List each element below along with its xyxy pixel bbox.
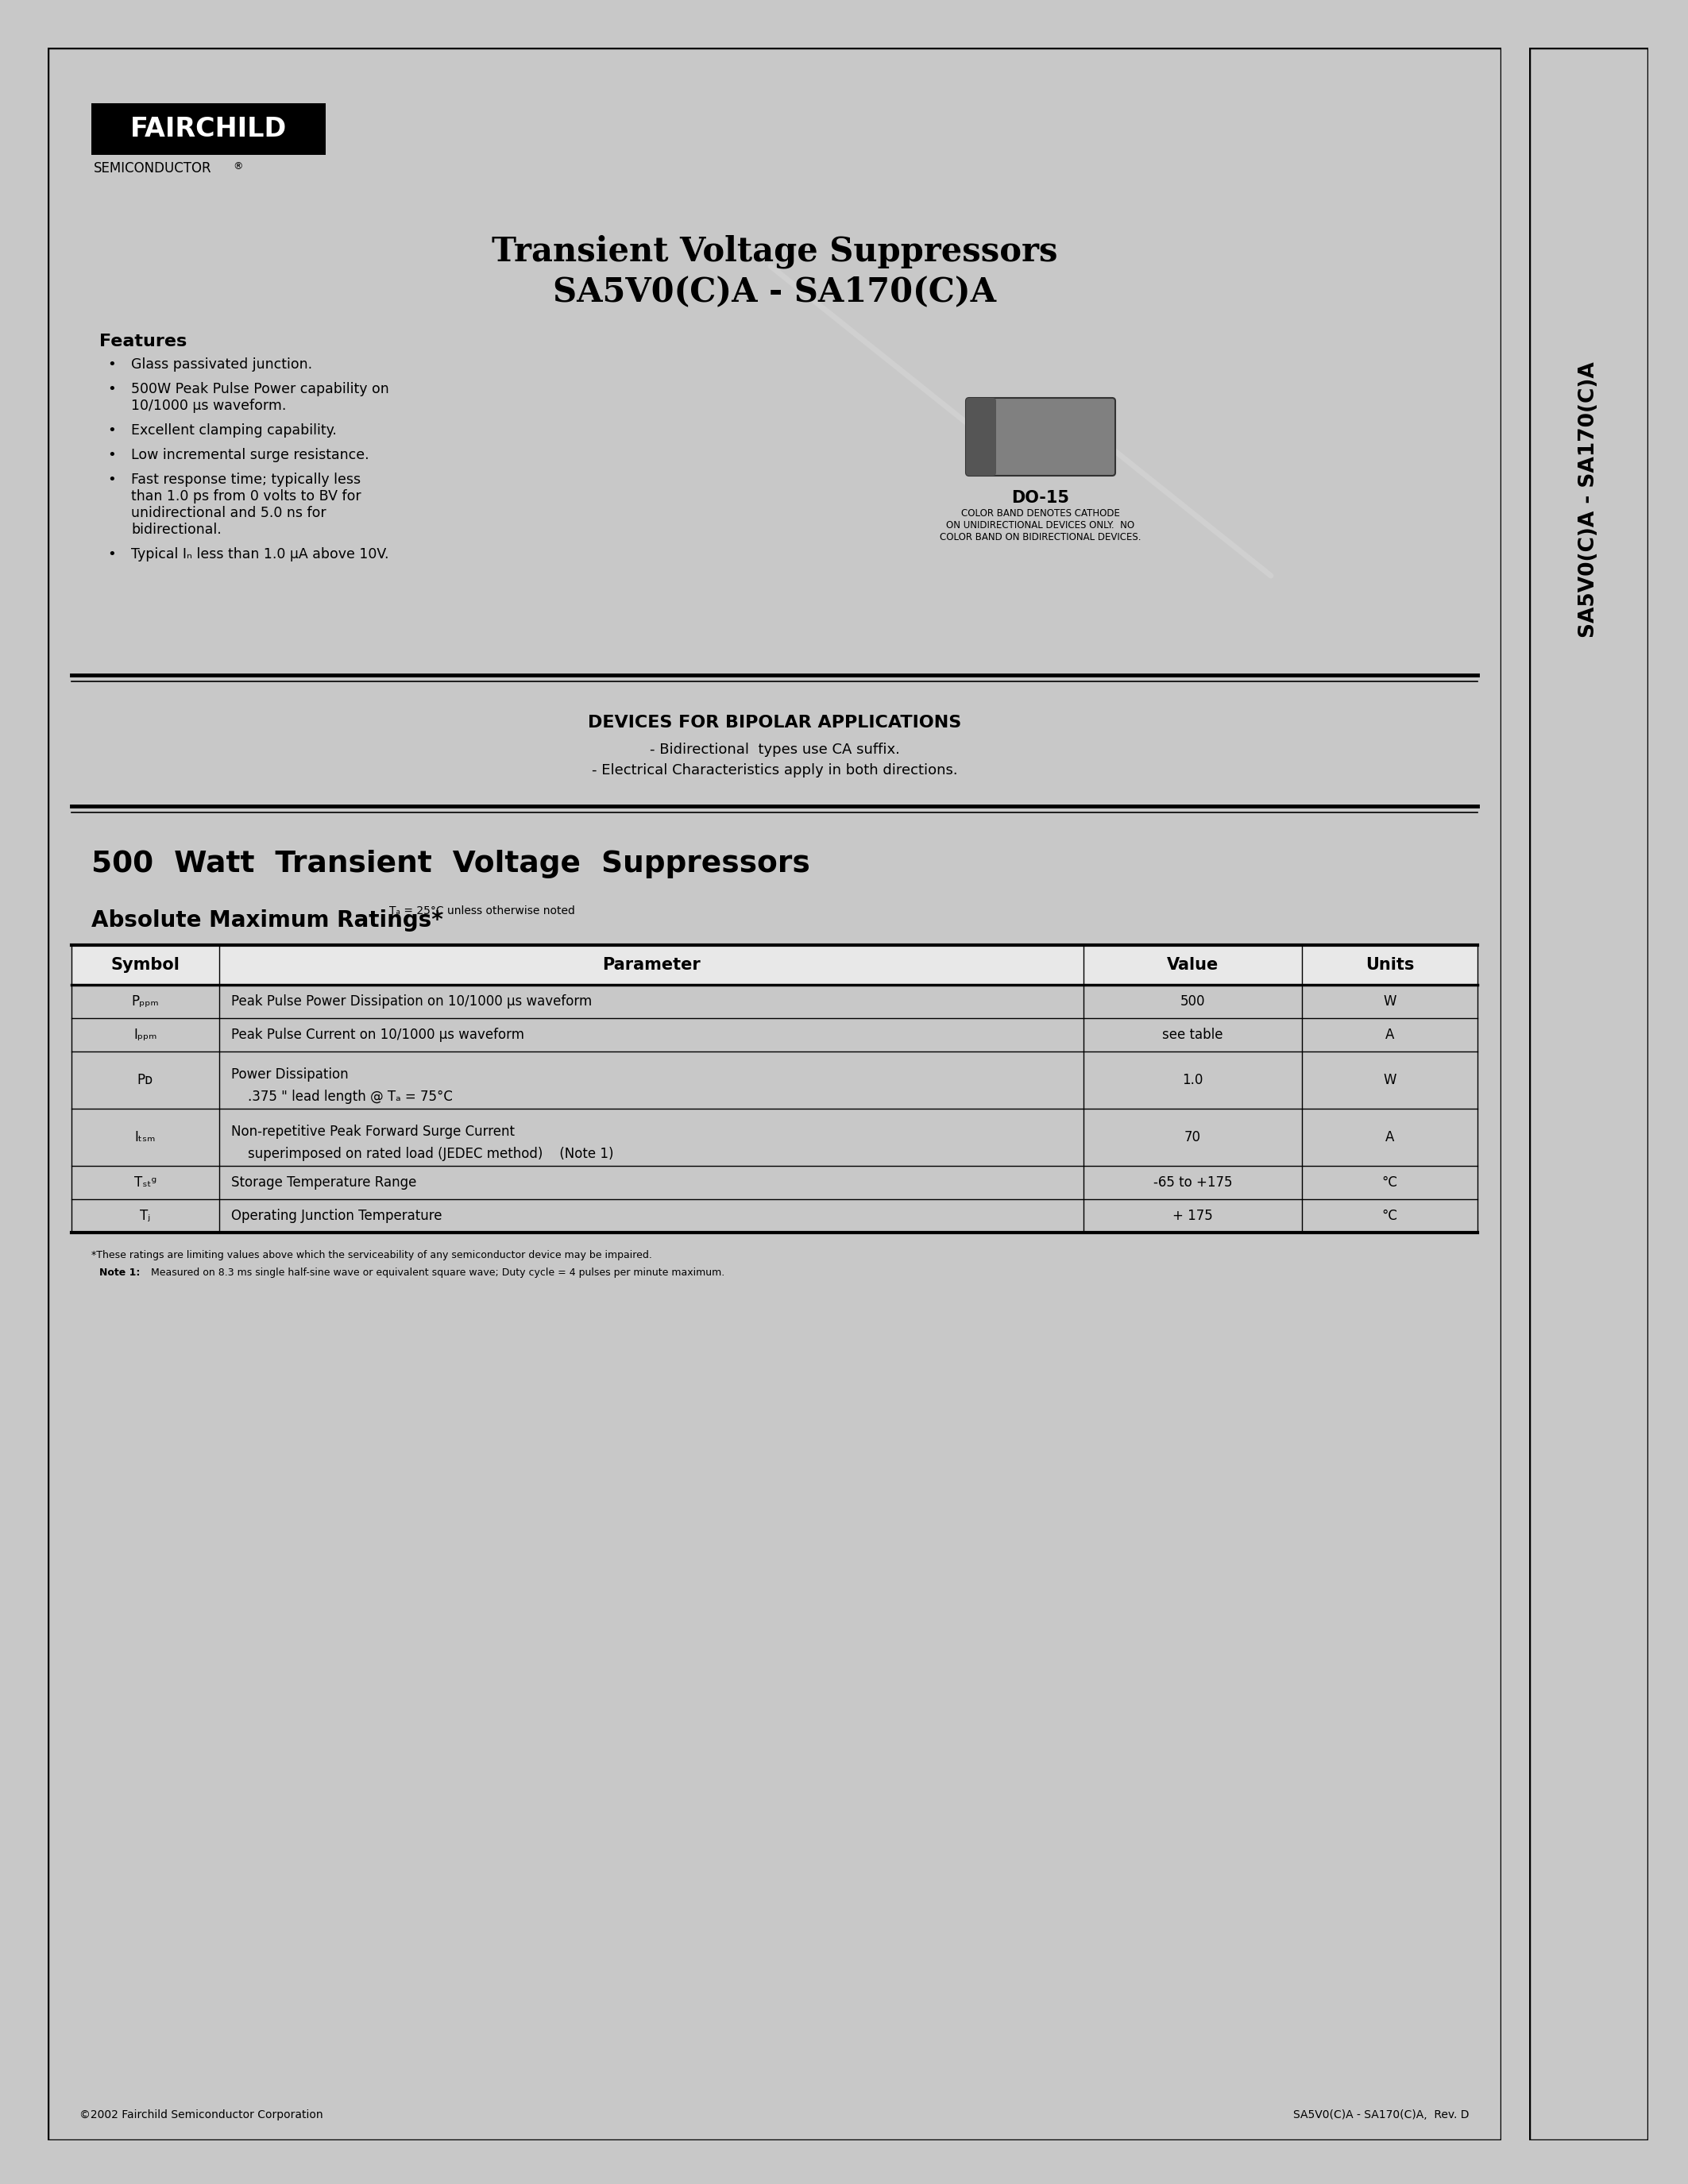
- Text: Tⱼ: Tⱼ: [140, 1208, 150, 1223]
- Text: - Bidirectional  types use CA suffix.: - Bidirectional types use CA suffix.: [650, 743, 900, 758]
- Text: ®: ®: [233, 162, 243, 173]
- Text: Operating Junction Temperature: Operating Junction Temperature: [231, 1208, 442, 1223]
- Text: Value: Value: [1166, 957, 1219, 972]
- Text: ©2002 Fairchild Semiconductor Corporation: ©2002 Fairchild Semiconductor Corporatio…: [79, 2110, 322, 2121]
- Bar: [969, 402, 989, 472]
- Text: SA5V0(C)A - SA170(C)A: SA5V0(C)A - SA170(C)A: [554, 275, 996, 308]
- Text: Low incremental surge resistance.: Low incremental surge resistance.: [132, 448, 370, 463]
- Text: •: •: [108, 472, 116, 487]
- Text: DEVICES FOR BIPOLAR APPLICATIONS: DEVICES FOR BIPOLAR APPLICATIONS: [587, 714, 960, 732]
- Text: •: •: [108, 382, 116, 395]
- Text: Tₛₜᵍ: Tₛₜᵍ: [133, 1175, 157, 1190]
- Text: Fast response time; typically less: Fast response time; typically less: [132, 472, 361, 487]
- Text: Iₚₚₘ: Iₚₚₘ: [133, 1029, 157, 1042]
- Text: Measured on 8.3 ms single half-sine wave or equivalent square wave; Duty cycle =: Measured on 8.3 ms single half-sine wave…: [150, 1267, 724, 1278]
- Text: 500  Watt  Transient  Voltage  Suppressors: 500 Watt Transient Voltage Suppressors: [91, 850, 810, 878]
- Text: Features: Features: [100, 334, 187, 349]
- Text: Non-repetitive Peak Forward Surge Current: Non-repetitive Peak Forward Surge Curren…: [231, 1125, 515, 1138]
- Text: *These ratings are limiting values above which the serviceability of any semicon: *These ratings are limiting values above…: [91, 1249, 652, 1260]
- Text: superimposed on rated load (JEDEC method)    (Note 1): superimposed on rated load (JEDEC method…: [231, 1147, 613, 1162]
- Text: 70: 70: [1185, 1129, 1202, 1144]
- Text: bidirectional.: bidirectional.: [132, 522, 221, 537]
- Text: unidirectional and 5.0 ns for: unidirectional and 5.0 ns for: [132, 507, 326, 520]
- Text: 500: 500: [1180, 994, 1205, 1009]
- Text: W: W: [1382, 1072, 1396, 1088]
- Text: A: A: [1386, 1129, 1394, 1144]
- Text: Glass passivated junction.: Glass passivated junction.: [132, 358, 312, 371]
- Text: Units: Units: [1366, 957, 1415, 972]
- Bar: [71, 946, 1477, 985]
- Text: Transient Voltage Suppressors: Transient Voltage Suppressors: [491, 234, 1057, 269]
- Text: SA5V0(C)A - SA170(C)A: SA5V0(C)A - SA170(C)A: [1578, 363, 1599, 638]
- FancyBboxPatch shape: [966, 397, 996, 476]
- Text: Note 1:: Note 1:: [100, 1267, 140, 1278]
- Text: Power Dissipation: Power Dissipation: [231, 1068, 348, 1081]
- Text: Pₚₚₘ: Pₚₚₘ: [132, 994, 159, 1009]
- FancyBboxPatch shape: [966, 397, 1116, 476]
- Text: Storage Temperature Range: Storage Temperature Range: [231, 1175, 417, 1190]
- Text: DO-15: DO-15: [1011, 489, 1070, 507]
- Text: SA5V0(C)A - SA170(C)A,  Rev. D: SA5V0(C)A - SA170(C)A, Rev. D: [1293, 2110, 1470, 2121]
- Text: Absolute Maximum Ratings*: Absolute Maximum Ratings*: [91, 909, 442, 933]
- Text: -65 to +175: -65 to +175: [1153, 1175, 1232, 1190]
- Text: Excellent clamping capability.: Excellent clamping capability.: [132, 424, 336, 437]
- Text: Symbol: Symbol: [111, 957, 181, 972]
- Text: °C: °C: [1382, 1175, 1398, 1190]
- Text: .375 " lead length @ Tₐ = 75°C: .375 " lead length @ Tₐ = 75°C: [231, 1090, 452, 1103]
- Text: than 1.0 ps from 0 volts to BV for: than 1.0 ps from 0 volts to BV for: [132, 489, 361, 505]
- Bar: [91, 103, 326, 155]
- Text: + 175: + 175: [1173, 1208, 1214, 1223]
- Text: Tₐ = 25°C unless otherwise noted: Tₐ = 25°C unless otherwise noted: [390, 906, 576, 917]
- Text: FAIRCHILD: FAIRCHILD: [130, 116, 287, 142]
- Text: Pᴅ: Pᴅ: [137, 1072, 154, 1088]
- Text: •: •: [108, 424, 116, 437]
- Text: °C: °C: [1382, 1208, 1398, 1223]
- Text: Typical Iₙ less than 1.0 μA above 10V.: Typical Iₙ less than 1.0 μA above 10V.: [132, 548, 388, 561]
- Text: COLOR BAND DENOTES CATHODE
ON UNIDIRECTIONAL DEVICES ONLY.  NO
COLOR BAND ON BID: COLOR BAND DENOTES CATHODE ON UNIDIRECTI…: [940, 509, 1141, 542]
- Text: Iₜₛₘ: Iₜₛₘ: [135, 1129, 155, 1144]
- Text: W: W: [1382, 994, 1396, 1009]
- Text: Peak Pulse Current on 10/1000 μs waveform: Peak Pulse Current on 10/1000 μs wavefor…: [231, 1029, 525, 1042]
- Text: 1.0: 1.0: [1182, 1072, 1204, 1088]
- Text: •: •: [108, 448, 116, 463]
- Text: •: •: [108, 548, 116, 561]
- Text: 10/1000 μs waveform.: 10/1000 μs waveform.: [132, 400, 287, 413]
- Text: SEMICONDUCTOR: SEMICONDUCTOR: [95, 162, 211, 175]
- Text: see table: see table: [1163, 1029, 1224, 1042]
- Text: 500W Peak Pulse Power capability on: 500W Peak Pulse Power capability on: [132, 382, 388, 395]
- Text: Peak Pulse Power Dissipation on 10/1000 μs waveform: Peak Pulse Power Dissipation on 10/1000 …: [231, 994, 592, 1009]
- Text: •: •: [108, 358, 116, 371]
- Text: - Electrical Characteristics apply in both directions.: - Electrical Characteristics apply in bo…: [591, 762, 957, 778]
- Text: A: A: [1386, 1029, 1394, 1042]
- Text: Parameter: Parameter: [603, 957, 701, 972]
